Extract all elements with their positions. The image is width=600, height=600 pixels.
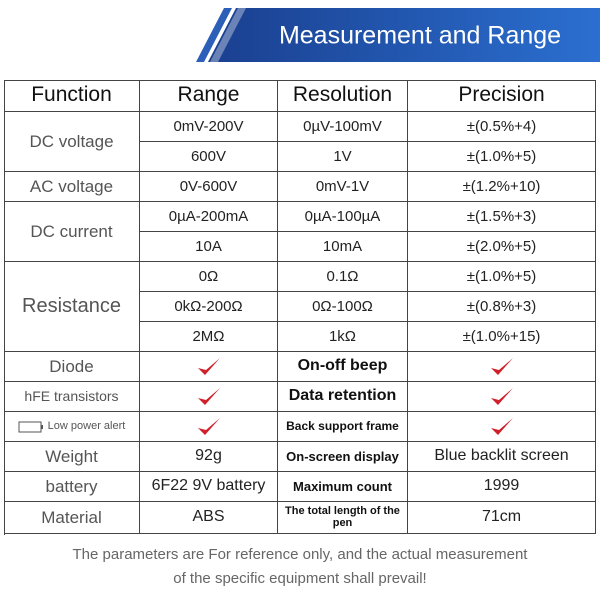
value-cell: ±(2.0%+5) xyxy=(408,232,596,262)
check-icon xyxy=(490,357,513,375)
value-cell: 0kΩ-200Ω xyxy=(140,292,278,322)
spec-label: Weight xyxy=(4,442,140,472)
column-header: Resolution xyxy=(278,80,408,112)
function-cell: AC voltage xyxy=(4,172,140,202)
feature-cell: On-off beep xyxy=(278,352,408,382)
check-cell xyxy=(140,382,278,412)
spec-value: 1999 xyxy=(408,472,596,502)
feature-cell: Back support frame xyxy=(278,412,408,442)
spec-label: battery xyxy=(4,472,140,502)
spec-label: On-screen display xyxy=(278,442,408,472)
value-cell: 0.1Ω xyxy=(278,262,408,292)
value-cell: 0µV-100mV xyxy=(278,112,408,142)
value-cell: ±(0.5%+4) xyxy=(408,112,596,142)
value-cell: 600V xyxy=(140,142,278,172)
title: Measurement and Range xyxy=(279,22,561,50)
value-cell: 0mV-200V xyxy=(140,112,278,142)
check-icon xyxy=(197,417,220,435)
spec-label: Material xyxy=(4,502,140,534)
value-cell: ±(0.8%+3) xyxy=(408,292,596,322)
check-icon xyxy=(490,387,513,405)
feature-cell: Data retention xyxy=(278,382,408,412)
column-header: Function xyxy=(4,80,140,112)
value-cell: 10mA xyxy=(278,232,408,262)
check-cell xyxy=(140,352,278,382)
function-label: Diode xyxy=(49,356,94,376)
value-cell: ±(1.2%+10) xyxy=(408,172,596,202)
value-cell: 0mV-1V xyxy=(278,172,408,202)
note: of the specific equipment shall prevail! xyxy=(173,570,427,587)
spec-value: ABS xyxy=(140,502,278,534)
value-cell: ±(1.0%+15) xyxy=(408,322,596,352)
note: The parameters are For reference only, a… xyxy=(72,546,528,563)
value-cell: 0Ω xyxy=(140,262,278,292)
spec-value: 6F22 9V battery xyxy=(140,472,278,502)
value-cell: 0Ω-100Ω xyxy=(278,292,408,322)
function-cell: Low power alert xyxy=(4,412,140,442)
value-cell: 2MΩ xyxy=(140,322,278,352)
column-header: Range xyxy=(140,80,278,112)
value-cell: 1V xyxy=(278,142,408,172)
spec-value: 92g xyxy=(140,442,278,472)
spec-value: 71cm xyxy=(408,502,596,534)
function-cell: DC current xyxy=(4,202,140,262)
function-cell: Diode xyxy=(4,352,140,382)
value-cell: ±(1.0%+5) xyxy=(408,142,596,172)
table-frame xyxy=(4,80,596,535)
function-label: hFE transistors xyxy=(24,388,119,405)
battery-icon xyxy=(18,421,43,432)
function-cell: hFE transistors xyxy=(4,382,140,412)
check-icon xyxy=(490,417,513,435)
value-cell: 0V-600V xyxy=(140,172,278,202)
banner-bg xyxy=(208,8,600,62)
function-label: Low power alert xyxy=(47,419,126,432)
banner: Measurement and Range xyxy=(196,8,600,62)
check-icon xyxy=(197,357,220,375)
value-cell: ±(1.5%+3) xyxy=(408,202,596,232)
column-header: Precision xyxy=(408,80,596,112)
function-cell: Resistance xyxy=(4,262,140,352)
spec-label: The total length of the pen xyxy=(278,502,408,534)
value-cell: 0µA-100µA xyxy=(278,202,408,232)
spec-value: Blue backlit screen xyxy=(408,442,596,472)
function-cell: DC voltage xyxy=(4,112,140,172)
value-cell: ±(1.0%+5) xyxy=(408,262,596,292)
value-cell: 1kΩ xyxy=(278,322,408,352)
spec-label: Maximum count xyxy=(278,472,408,502)
value-cell: 0µA-200mA xyxy=(140,202,278,232)
value-cell: 10A xyxy=(140,232,278,262)
check-icon xyxy=(197,387,220,405)
check-cell xyxy=(408,382,596,412)
check-cell xyxy=(140,412,278,442)
check-cell xyxy=(408,412,596,442)
check-cell xyxy=(408,352,596,382)
stripe xyxy=(196,8,232,62)
stripe xyxy=(210,8,246,62)
